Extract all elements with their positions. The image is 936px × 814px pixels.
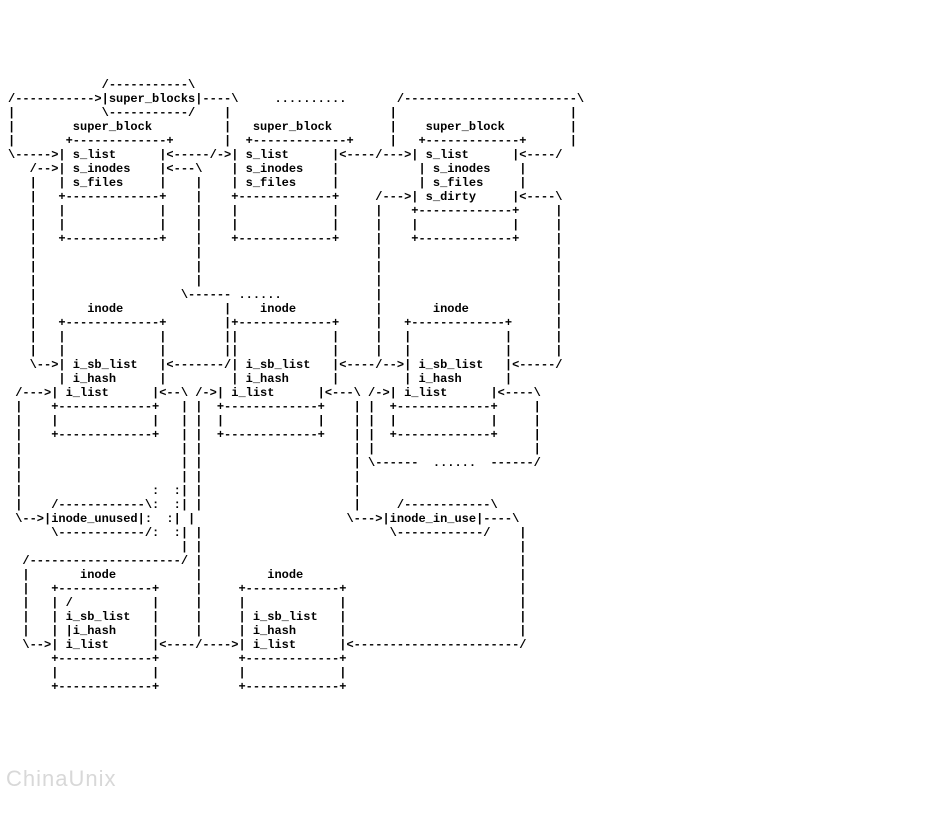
watermark-text: ChinaUnix: [6, 772, 117, 786]
ascii-diagram: /-----------\ /----------->|super_blocks…: [0, 68, 936, 704]
